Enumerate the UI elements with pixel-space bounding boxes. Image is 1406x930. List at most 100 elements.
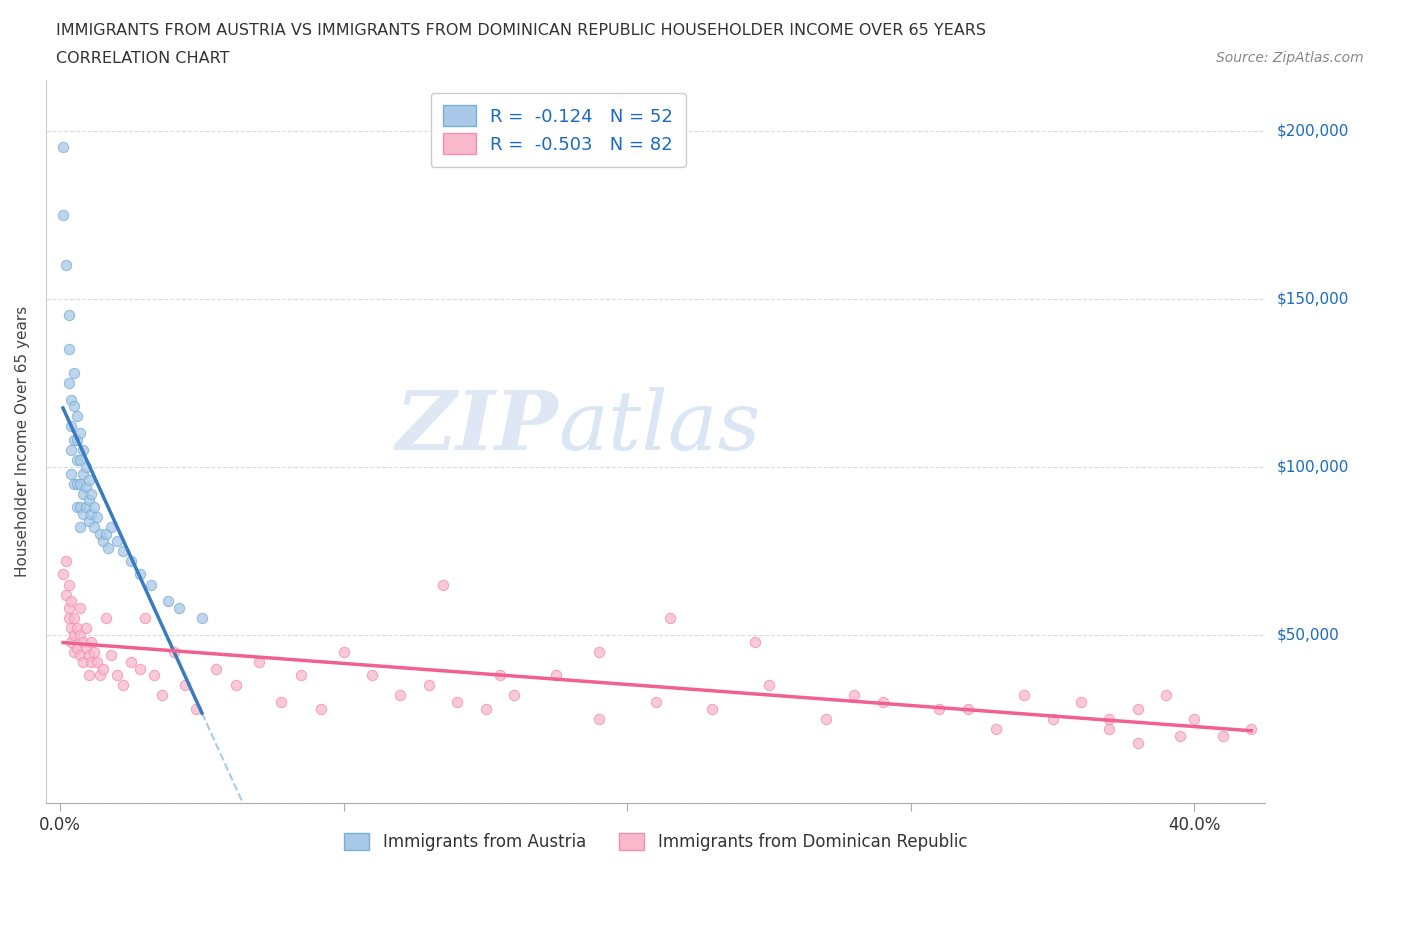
Point: [309, 701, 332, 716]
Point: [80, 634, 103, 649]
Point: [75, 480, 97, 495]
Point: [120, 553, 142, 568]
Point: [389, 688, 412, 703]
Point: [928, 701, 950, 716]
Text: IMMIGRANTS FROM AUSTRIA VS IMMIGRANTS FROM DOMINICAN REPUBLIC HOUSEHOLDER INCOME: IMMIGRANTS FROM AUSTRIA VS IMMIGRANTS FR…: [56, 23, 986, 38]
Point: [446, 695, 468, 710]
Point: [58, 611, 80, 626]
Point: [844, 688, 866, 703]
Point: [1014, 688, 1036, 703]
Point: [361, 668, 384, 683]
Point: [86, 655, 108, 670]
Point: [77, 493, 100, 508]
Point: [1126, 735, 1149, 750]
Point: [702, 701, 724, 716]
Point: [111, 678, 134, 693]
Point: [120, 655, 142, 670]
Point: [128, 567, 150, 582]
Point: [97, 540, 120, 555]
Point: [432, 578, 454, 592]
Point: [58, 341, 80, 356]
Point: [1098, 711, 1121, 726]
Point: [60, 443, 83, 458]
Point: [174, 678, 197, 693]
Point: [588, 644, 610, 659]
Point: [75, 641, 97, 656]
Point: [52, 140, 75, 154]
Point: [72, 486, 94, 501]
Point: [186, 701, 208, 716]
Point: [502, 688, 524, 703]
Point: [66, 641, 89, 656]
Point: [658, 611, 681, 626]
Point: [77, 647, 100, 662]
Point: [1042, 711, 1064, 726]
Point: [80, 655, 103, 670]
Point: [72, 443, 94, 458]
Point: [162, 644, 184, 659]
Point: [128, 661, 150, 676]
Point: [66, 476, 89, 491]
Point: [83, 520, 105, 535]
Point: [1184, 711, 1206, 726]
Point: [814, 711, 837, 726]
Point: [55, 258, 77, 272]
Text: CORRELATION CHART: CORRELATION CHART: [56, 51, 229, 66]
Point: [58, 376, 80, 391]
Point: [63, 628, 86, 643]
Point: [83, 644, 105, 659]
Point: [156, 594, 179, 609]
Point: [167, 601, 190, 616]
Point: [55, 553, 77, 568]
Point: [60, 621, 83, 636]
Text: ZIP: ZIP: [395, 387, 558, 467]
Point: [69, 601, 91, 616]
Point: [72, 466, 94, 481]
Point: [191, 611, 214, 626]
Text: $100,000: $100,000: [1277, 459, 1348, 474]
Point: [100, 647, 122, 662]
Point: [91, 533, 114, 548]
Point: [150, 688, 173, 703]
Point: [66, 409, 89, 424]
Point: [872, 695, 894, 710]
Point: [69, 453, 91, 468]
Point: [60, 392, 83, 407]
Point: [77, 513, 100, 528]
Point: [75, 499, 97, 514]
Point: [644, 695, 666, 710]
Point: [89, 526, 111, 541]
Point: [142, 668, 165, 683]
Point: [72, 507, 94, 522]
Point: [77, 668, 100, 683]
Point: [80, 486, 103, 501]
Point: [66, 453, 89, 468]
Point: [63, 476, 86, 491]
Point: [69, 647, 91, 662]
Point: [80, 507, 103, 522]
Point: [60, 466, 83, 481]
Point: [1098, 722, 1121, 737]
Point: [105, 533, 128, 548]
Point: [1168, 728, 1191, 743]
Point: [134, 611, 156, 626]
Point: [984, 722, 1007, 737]
Point: [66, 432, 89, 447]
Point: [474, 701, 496, 716]
Point: [225, 678, 247, 693]
Point: [418, 678, 440, 693]
Y-axis label: Householder Income Over 65 years: Householder Income Over 65 years: [15, 306, 30, 578]
Point: [58, 578, 80, 592]
Point: [69, 628, 91, 643]
Point: [72, 634, 94, 649]
Point: [1212, 728, 1234, 743]
Point: [72, 655, 94, 670]
Point: [1070, 695, 1092, 710]
Point: [1154, 688, 1177, 703]
Point: [100, 520, 122, 535]
Point: [86, 510, 108, 525]
Point: [546, 668, 568, 683]
Text: $200,000: $200,000: [1277, 123, 1348, 138]
Point: [77, 472, 100, 487]
Point: [94, 611, 117, 626]
